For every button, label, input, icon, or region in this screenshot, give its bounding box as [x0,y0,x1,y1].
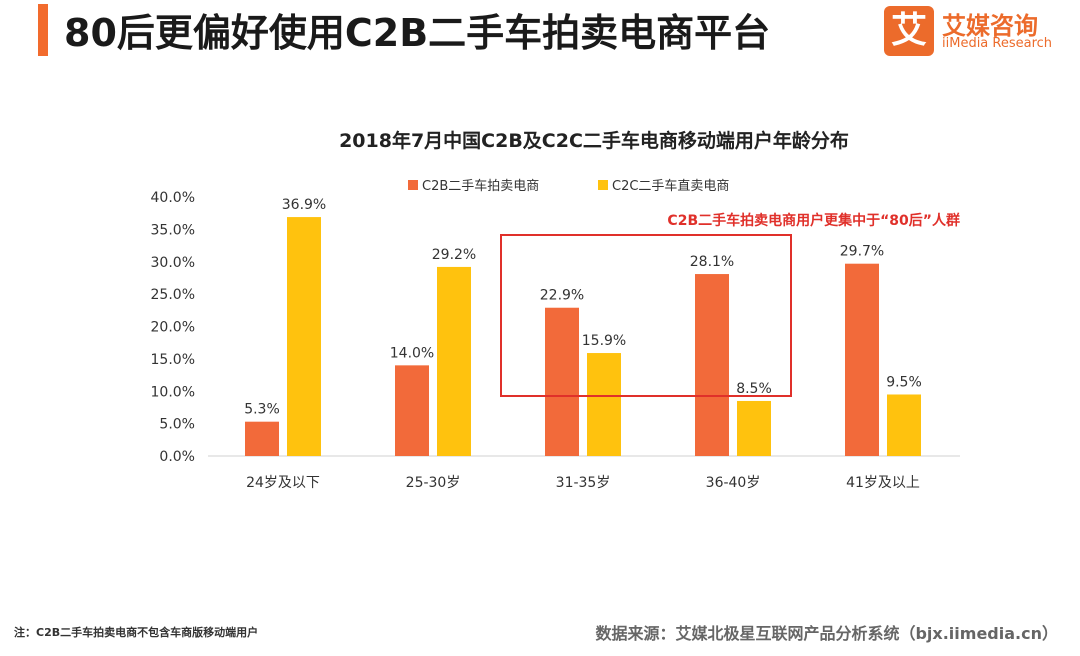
y-tick-label: 0.0% [159,449,195,465]
bar-c2c [437,266,471,456]
bar-c2b [245,421,279,456]
bar-c2c [887,394,921,456]
highlight-box [500,234,792,397]
data-label: 5.3% [244,402,280,418]
y-tick-label: 25.0% [151,287,195,303]
logo-subtitle: iiMedia Research [942,36,1053,51]
legend-swatch-c2c [598,180,608,190]
data-label: 9.5% [886,374,922,390]
data-label: 29.7% [840,244,884,260]
legend-swatch-c2b [408,180,418,190]
data-label: 15.9% [582,333,626,349]
x-axis-labels: 24岁及以下 25-30岁 31-35岁 36-40岁 41岁及以上 [246,475,920,491]
bar-c2b [845,263,879,456]
data-label: 29.2% [432,247,476,263]
logo-mark-icon: 艾 [884,6,934,56]
y-tick-label: 20.0% [151,320,195,336]
chart-title: 2018年7月中国C2B及C2C二手车电商移动端用户年龄分布 [339,129,849,152]
brand-logo: 艾 艾媒咨询 iiMedia Research [884,6,1064,58]
page-title: 80后更偏好使用C2B二手车拍卖电商平台 [64,11,771,55]
title-accent-bar [38,4,48,56]
y-tick-label: 35.0% [151,222,195,238]
legend: C2B二手车拍卖电商 C2C二手车直卖电商 [408,178,729,194]
bar-c2c [287,217,321,456]
y-tick-label: 5.0% [159,417,195,433]
bars: 5.3% 36.9% 14.0% 29.2% 22.9% 15.9% 28.1% 8.5% 29… [244,197,922,456]
data-label: 14.0% [390,345,434,361]
y-tick-label: 30.0% [151,255,195,271]
data-label: 22.9% [540,288,584,304]
x-tick-label: 36-40岁 [706,475,761,491]
logo-name: 艾媒咨询 [942,12,1038,40]
x-tick-label: 24岁及以下 [246,475,320,491]
legend-label-c2c: C2C二手车直卖电商 [612,178,729,194]
bar-c2c [737,400,771,456]
y-tick-label: 40.0% [151,190,195,206]
data-label: 8.5% [736,381,772,397]
bar-c2b [545,307,579,456]
bar-c2b [395,365,429,456]
bar-c2c [587,353,621,456]
data-label: 28.1% [690,254,734,270]
y-axis: 0.0% 5.0% 10.0% 15.0% 20.0% 25.0% 30.0% 35.0% 40… [151,190,195,465]
x-tick-label: 41岁及以上 [846,475,920,491]
highlight-annotation: C2B二手车拍卖电商用户更集中于“80后”人群 [667,212,960,229]
data-source: 数据来源：艾媒北极星互联网产品分析系统（bjx.iimedia.cn） [595,624,1058,643]
y-tick-label: 15.0% [151,352,195,368]
legend-label-c2b: C2B二手车拍卖电商 [422,178,539,194]
y-tick-label: 10.0% [151,384,195,400]
footer-note: 注：C2B二手车拍卖电商不包含车商版移动端用户 [14,626,259,639]
bar-c2b [695,274,729,456]
data-label: 36.9% [282,197,326,213]
x-tick-label: 25-30岁 [406,475,461,491]
x-tick-label: 31-35岁 [556,475,611,491]
